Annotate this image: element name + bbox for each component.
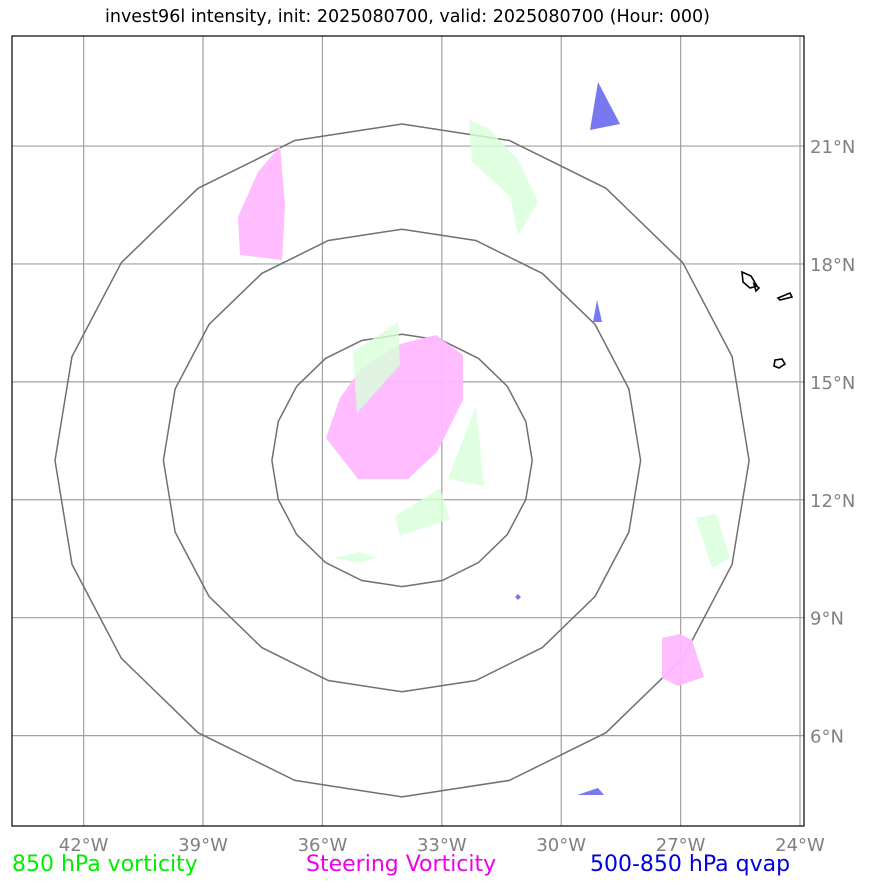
lon-tick-label: 30°W <box>536 835 586 856</box>
legend-qvap: 500-850 hPa qvap <box>590 852 791 877</box>
map-title: invest96l intensity, init: 2025080700, v… <box>105 7 710 27</box>
vorticity-850-area <box>696 514 730 568</box>
island-coastline <box>776 291 794 301</box>
island-coastline <box>741 270 759 289</box>
coastlines <box>741 270 794 369</box>
steering-vorticity-area <box>238 146 285 260</box>
range-ring <box>162 228 642 693</box>
lon-tick-label: 33°W <box>417 835 467 856</box>
range-ring <box>54 123 750 798</box>
lat-tick-label: 12°N <box>810 491 855 512</box>
lon-tick-label: 39°W <box>178 835 228 856</box>
vorticity-850-area <box>395 488 450 536</box>
axis-ticks: 21°N 18°N 15°N 12°N 9°N 6°N 42°W 39°W 36°W 33°W 30… <box>59 137 856 856</box>
legend-vorticity: 850 hPa vorticity <box>12 852 198 877</box>
analysis-fields <box>238 82 730 795</box>
vorticity-850-area <box>334 552 376 563</box>
vorticity-850-area <box>448 406 484 486</box>
map-frame <box>11 35 805 827</box>
island-coastline <box>752 281 761 293</box>
lat-tick-label: 9°N <box>810 609 844 630</box>
island-coastline <box>773 358 787 369</box>
vorticity-850-area <box>469 120 538 236</box>
lat-tick-label: 18°N <box>810 255 855 276</box>
qvap-area <box>577 788 604 795</box>
vorticity-850-area <box>353 322 400 413</box>
legend-steering-vorticity: Steering Vorticity <box>306 852 497 877</box>
lon-tick-label: 36°W <box>298 835 348 856</box>
qvap-area <box>593 300 602 322</box>
lat-tick-label: 21°N <box>810 137 855 158</box>
steering-vorticity-area <box>662 634 704 686</box>
lon-tick-label: 27°W <box>656 835 706 856</box>
lat-tick-label: 15°N <box>810 373 855 394</box>
lon-tick-label: 42°W <box>59 835 109 856</box>
lon-tick-label: 24°W <box>775 835 825 856</box>
range-rings <box>54 123 750 798</box>
lat-tick-label: 6°N <box>810 727 844 748</box>
qvap-area <box>590 82 620 130</box>
qvap-area <box>515 594 521 600</box>
range-ring <box>271 333 533 588</box>
